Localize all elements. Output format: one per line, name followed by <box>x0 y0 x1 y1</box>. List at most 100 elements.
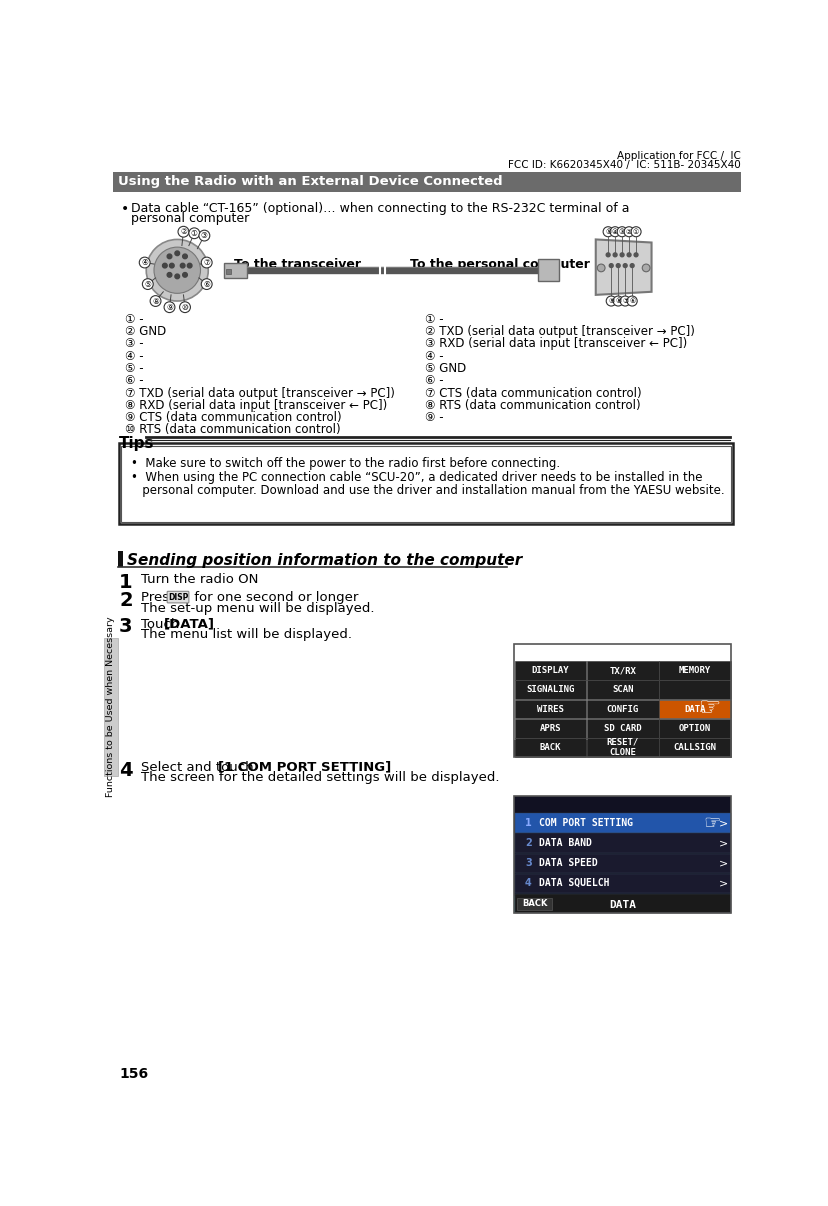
Circle shape <box>609 264 613 268</box>
Text: ⑩: ⑩ <box>181 303 188 311</box>
Text: Using the Radio with an External Device Connected: Using the Radio with an External Device … <box>118 175 502 188</box>
Text: DATA SPEED: DATA SPEED <box>538 859 597 868</box>
Text: ⑧: ⑧ <box>614 298 621 304</box>
Circle shape <box>623 264 626 268</box>
Text: ☞: ☞ <box>702 814 720 832</box>
Text: ⑦: ⑦ <box>621 298 628 304</box>
Text: DISPLAY: DISPLAY <box>531 666 569 675</box>
Text: Sending position information to the computer: Sending position information to the comp… <box>127 552 522 568</box>
Text: ①: ① <box>632 229 638 235</box>
Text: ②: ② <box>625 229 632 235</box>
Text: ② TXD (serial data output [transceiver → PC]): ② TXD (serial data output [transceiver →… <box>425 324 695 338</box>
Circle shape <box>181 263 185 268</box>
Text: ① -: ① - <box>125 312 144 326</box>
Text: 4: 4 <box>119 761 132 780</box>
Text: SETUP MENU: SETUP MENU <box>591 743 653 754</box>
Circle shape <box>623 227 633 236</box>
Text: DISP: DISP <box>167 592 188 602</box>
Text: 4: 4 <box>524 878 531 888</box>
Bar <box>513 644 730 757</box>
Text: The menu list will be displayed.: The menu list will be displayed. <box>141 628 351 642</box>
Bar <box>658 738 730 757</box>
Bar <box>514 854 729 873</box>
Bar <box>658 719 730 738</box>
Text: Application for FCC /  IC: Application for FCC / IC <box>616 151 739 160</box>
Text: COM PORT SETTING: COM PORT SETTING <box>538 818 633 829</box>
Text: ① -: ① - <box>425 312 443 326</box>
Circle shape <box>201 279 212 289</box>
Circle shape <box>613 253 616 257</box>
Text: ①: ① <box>190 229 198 238</box>
Circle shape <box>199 230 209 241</box>
Circle shape <box>605 253 609 257</box>
Bar <box>109 172 739 193</box>
Text: [DATA]: [DATA] <box>164 617 214 631</box>
Circle shape <box>164 302 175 312</box>
Circle shape <box>180 302 190 312</box>
Text: >: > <box>718 859 727 868</box>
Polygon shape <box>595 240 651 295</box>
Text: CALLSIGN: CALLSIGN <box>673 743 716 753</box>
Text: ④ -: ④ - <box>425 350 443 363</box>
Text: MEMORY: MEMORY <box>678 666 710 675</box>
Bar <box>586 680 658 699</box>
Bar <box>514 719 585 738</box>
Circle shape <box>613 295 623 306</box>
Text: DATA BAND: DATA BAND <box>538 838 591 848</box>
Circle shape <box>175 274 180 279</box>
Circle shape <box>619 253 623 257</box>
Text: ⑤: ⑤ <box>144 280 151 288</box>
Bar <box>586 699 658 719</box>
Text: •  When using the PC connection cable “SCU-20”, a dedicated driver needs to be i: • When using the PC connection cable “SC… <box>131 472 701 484</box>
Circle shape <box>619 295 629 306</box>
Text: APRS: APRS <box>539 724 561 733</box>
Circle shape <box>597 264 604 271</box>
Text: ③ -: ③ - <box>125 338 144 350</box>
Circle shape <box>616 227 626 236</box>
Circle shape <box>169 263 174 268</box>
Text: CONFIG: CONFIG <box>606 704 638 714</box>
Circle shape <box>609 227 619 236</box>
Text: Touch: Touch <box>141 617 183 631</box>
Bar <box>586 738 658 757</box>
Text: DATA: DATA <box>609 900 636 909</box>
Bar <box>514 814 729 833</box>
Bar <box>517 897 551 911</box>
Text: The screen for the detailed settings will be displayed.: The screen for the detailed settings wil… <box>141 772 498 784</box>
Text: 3: 3 <box>119 617 132 637</box>
Text: •: • <box>121 201 129 216</box>
Text: ⑧ RXD (serial data input [transceiver ← PC]): ⑧ RXD (serial data input [transceiver ← … <box>125 399 388 411</box>
Bar <box>514 699 585 719</box>
Text: >: > <box>718 838 727 848</box>
FancyBboxPatch shape <box>167 591 189 603</box>
Text: Select and touch: Select and touch <box>141 761 258 774</box>
Bar <box>104 638 118 777</box>
Circle shape <box>626 295 637 306</box>
Bar <box>514 833 729 853</box>
Text: 1: 1 <box>524 818 531 829</box>
Text: ③: ③ <box>200 232 208 240</box>
Bar <box>514 661 585 680</box>
Text: 3: 3 <box>524 859 531 868</box>
Circle shape <box>167 254 171 258</box>
Circle shape <box>154 247 200 293</box>
Text: ② GND: ② GND <box>125 324 166 338</box>
Circle shape <box>603 227 613 236</box>
Text: Functions to be Used when Necessary: Functions to be Used when Necessary <box>106 616 115 797</box>
Text: SD CARD: SD CARD <box>604 724 641 733</box>
Text: TX/RX: TX/RX <box>609 666 636 675</box>
Circle shape <box>182 273 187 277</box>
Bar <box>226 269 230 274</box>
Text: ⑥: ⑥ <box>628 298 634 304</box>
Bar <box>658 661 730 680</box>
Bar <box>514 873 729 894</box>
Text: To the personal computer: To the personal computer <box>409 258 589 270</box>
Text: 2: 2 <box>524 838 531 848</box>
Circle shape <box>605 295 615 306</box>
Text: ⑦ CTS (data communication control): ⑦ CTS (data communication control) <box>425 386 641 399</box>
Circle shape <box>146 240 208 302</box>
Bar <box>658 680 730 699</box>
Text: >: > <box>718 878 727 888</box>
Text: ⑨ CTS (data communication control): ⑨ CTS (data communication control) <box>125 411 341 425</box>
Text: ⑤: ⑤ <box>604 229 610 235</box>
